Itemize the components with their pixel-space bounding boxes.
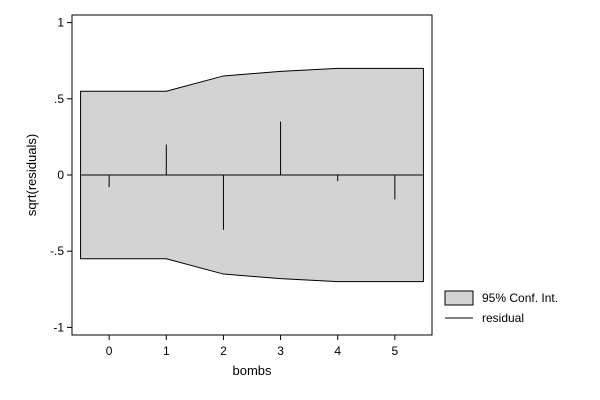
y-tick-label: .5 bbox=[54, 92, 64, 106]
confidence-band-layer bbox=[80, 67, 424, 283]
x-tick-label: 0 bbox=[106, 344, 113, 358]
y-axis: -1 -.5 0 .5 1 bbox=[50, 16, 72, 334]
x-axis: 0 1 2 3 4 5 bbox=[106, 335, 399, 358]
y-tick-label: -1 bbox=[53, 320, 64, 334]
residual-spike-layer bbox=[108, 121, 396, 230]
x-axis-title: bombs bbox=[232, 363, 272, 378]
legend: 95% Conf. Int. residual bbox=[444, 290, 558, 325]
y-tick-label: 0 bbox=[57, 168, 64, 182]
y-tick-label: 1 bbox=[57, 16, 64, 30]
x-tick-label: 5 bbox=[392, 344, 399, 358]
x-tick-label: 3 bbox=[277, 344, 284, 358]
legend-swatch-conf-int bbox=[444, 290, 474, 306]
x-tick-label: 1 bbox=[163, 344, 170, 358]
legend-label-conf-int: 95% Conf. Int. bbox=[482, 291, 558, 305]
y-tick-label: -.5 bbox=[50, 244, 64, 258]
y-axis-title: sqrt(residuals) bbox=[24, 134, 39, 216]
legend-label-residual: residual bbox=[482, 311, 524, 325]
x-tick-label: 2 bbox=[220, 344, 227, 358]
x-tick-label: 4 bbox=[334, 344, 341, 358]
